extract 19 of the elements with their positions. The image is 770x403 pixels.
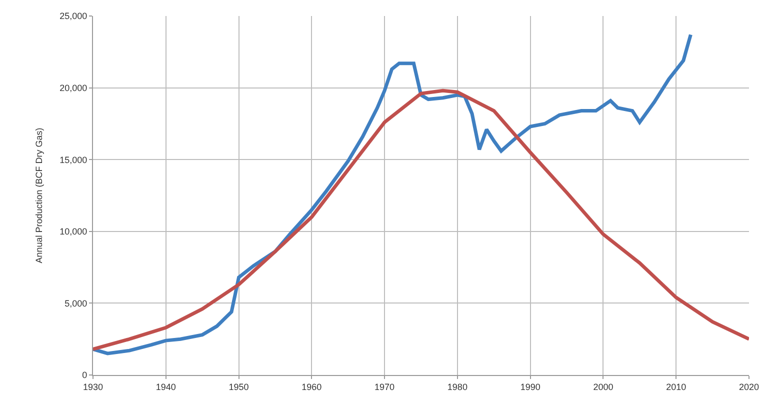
x-tick-label: 1940 (156, 382, 176, 392)
y-tick-label: 20,000 (60, 82, 88, 93)
y-tick-label: 15,000 (60, 154, 88, 165)
x-tick-label: 2010 (666, 382, 686, 392)
y-tick-label: 10,000 (60, 226, 88, 237)
y-tick-label: 25,000 (60, 11, 88, 22)
x-tick-label: 1980 (447, 382, 468, 392)
x-tick-label: 2020 (738, 382, 760, 392)
x-tick-label: 1960 (302, 382, 322, 392)
y-tick-label: 0 (82, 370, 88, 380)
line-series (93, 88, 749, 351)
y-axis-title: Annual Production (BCF Dry Gas) (34, 128, 44, 264)
x-tick-label: 1930 (82, 382, 104, 392)
x-tick-label: 1990 (520, 382, 540, 392)
x-tick-label: 1970 (374, 382, 395, 392)
line-series (93, 32, 692, 356)
x-tick-label: 2000 (593, 382, 614, 392)
x-tick-label: 1950 (228, 382, 249, 392)
y-tick-label: 5,000 (64, 298, 88, 308)
